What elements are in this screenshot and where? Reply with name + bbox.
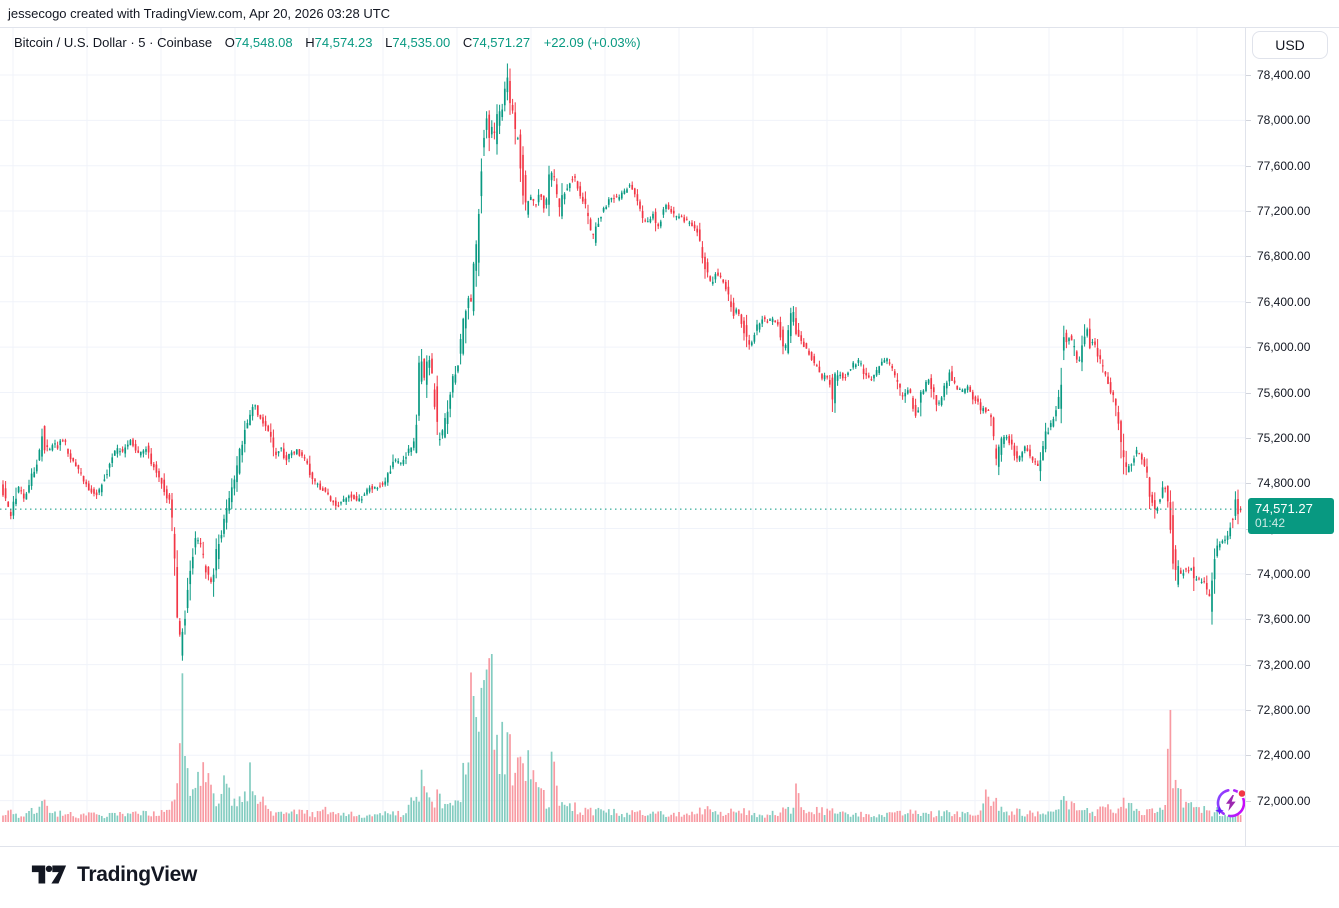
low-value: 74,535.00 (392, 35, 451, 50)
attribution-text: jessecogo created with TradingView.com, … (8, 6, 391, 21)
symbol-legend[interactable]: Bitcoin / U.S. Dollar · 5 · Coinbase O74… (14, 35, 641, 50)
tradingview-wordmark: TradingView (77, 863, 198, 886)
price-axis-tick (1246, 755, 1251, 757)
price-axis-label: 76,000.00 (1257, 340, 1311, 355)
price-axis-label: 77,600.00 (1257, 158, 1311, 173)
close-value: 74,571.27 (472, 35, 531, 50)
interval-label[interactable]: 5 (138, 35, 146, 50)
price-axis-label: 78,400.00 (1257, 68, 1311, 82)
price-axis-label: 75,200.00 (1257, 430, 1311, 445)
price-axis-tick (1246, 120, 1251, 122)
footer: TradingView (0, 847, 1339, 908)
price-axis-label: 78,000.00 (1257, 113, 1311, 128)
bar-countdown: 01:42 (1255, 516, 1286, 530)
candlestick-volume-canvas[interactable] (0, 28, 1245, 846)
price-axis-tick (1246, 709, 1251, 711)
price-axis-label: 76,800.00 (1257, 249, 1311, 264)
close-label: C (462, 35, 473, 50)
price-axis-label: 72,800.00 (1257, 702, 1311, 717)
symbol-title[interactable]: Bitcoin / U.S. Dollar (14, 35, 127, 50)
price-axis-tick (1246, 75, 1251, 76)
last-price-label: 74,571.27 01:42 (1248, 498, 1334, 534)
ai-spark-icon[interactable] (1212, 783, 1245, 823)
chart-pane[interactable]: Bitcoin / U.S. Dollar · 5 · Coinbase O74… (0, 28, 1245, 846)
price-axis-label: 72,000.00 (1257, 793, 1311, 808)
legend-separator: · (149, 35, 154, 50)
price-axis-tick (1246, 256, 1251, 258)
change-value: +22.09 (+0.03%) (543, 35, 641, 50)
price-axis-label: 77,200.00 (1257, 204, 1311, 219)
price-axis-tick (1246, 165, 1251, 167)
high-label: H (305, 35, 315, 50)
price-axis-tick (1246, 800, 1251, 802)
chart-bottom-border (0, 846, 1339, 847)
currency-toggle-button[interactable]: USD (1252, 31, 1328, 59)
price-axis-tick (1246, 301, 1251, 303)
price-axis-tick (1246, 573, 1251, 575)
price-axis-tick (1246, 483, 1251, 485)
low-label: L (385, 35, 393, 50)
price-axis-tick (1246, 347, 1251, 349)
tradingview-logo-mark (31, 865, 67, 884)
price-axis-label: 75,600.00 (1257, 385, 1311, 400)
high-value: 74,574.23 (314, 35, 373, 50)
price-axis-label: 73,600.00 (1257, 612, 1311, 627)
last-price-value: 74,571.27 (1255, 501, 1313, 516)
price-axis-label: 73,200.00 (1257, 657, 1311, 672)
exchange-label[interactable]: Coinbase (157, 35, 213, 50)
price-axis[interactable]: USD 74,571.27 01:42 78,400.00 78,000.00 77… (1245, 28, 1339, 846)
price-axis-label: 72,400.00 (1257, 748, 1311, 763)
open-label: O (224, 35, 235, 50)
price-axis-label: 74,000.00 (1257, 566, 1311, 581)
price-axis-tick (1246, 211, 1251, 213)
price-axis-label: 74,800.00 (1257, 476, 1311, 491)
legend-separator: · (130, 35, 135, 50)
attribution-bar: jessecogo created with TradingView.com, … (0, 0, 1339, 28)
price-axis-tick (1246, 619, 1251, 621)
open-value: 74,548.08 (234, 35, 293, 50)
price-axis-tick (1246, 392, 1251, 394)
price-axis-label: 76,400.00 (1257, 294, 1311, 309)
tradingview-logo[interactable]: TradingView (30, 861, 197, 889)
price-axis-tick (1246, 437, 1251, 439)
price-axis-tick (1246, 664, 1251, 666)
